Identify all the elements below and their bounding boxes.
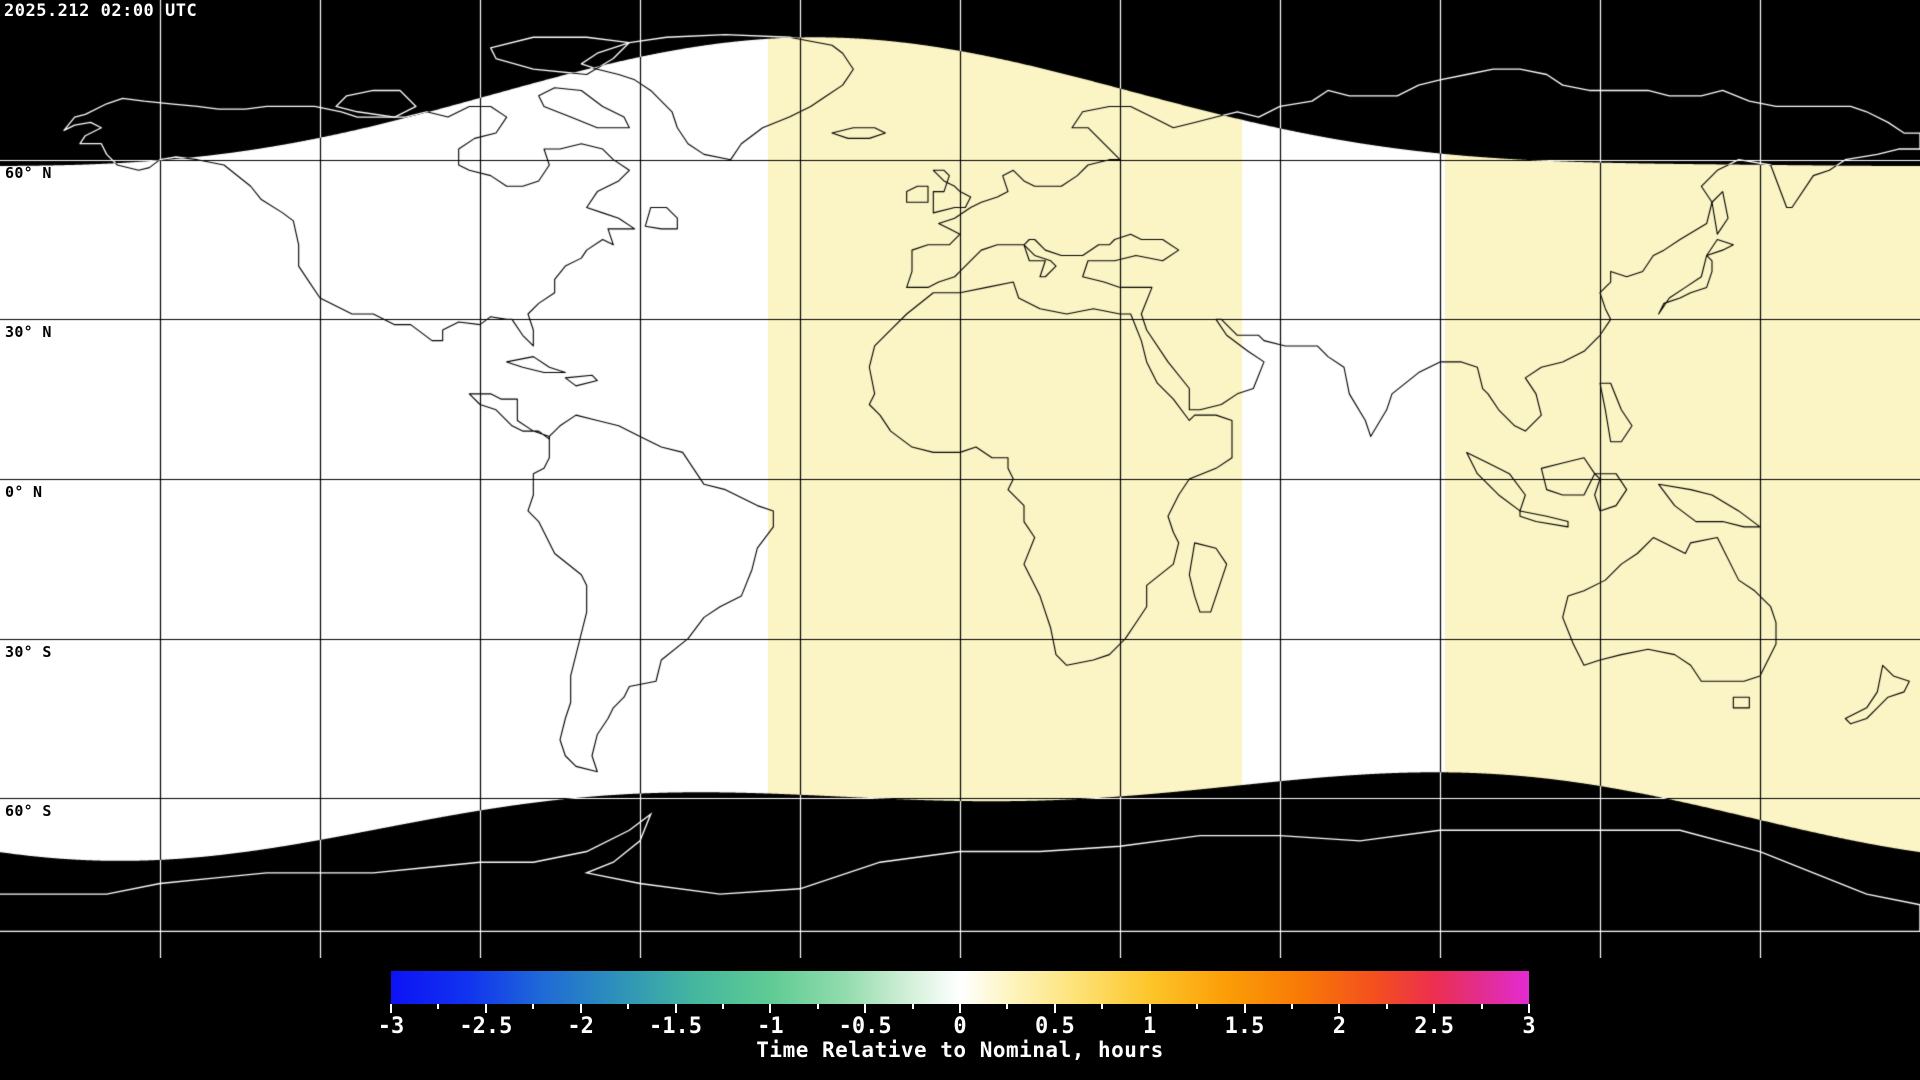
colorbar-tick-label: 2 [1332,1014,1346,1039]
world-map-canvas[interactable] [0,0,1920,958]
latitude-label-60s: 60° S [5,802,52,821]
timestamp-label: 2025.212 02:00 UTC [4,1,198,21]
colorbar-tick [1243,1004,1246,1013]
colorbar-tick [864,1004,867,1013]
colorbar-tick [1053,1004,1056,1013]
colorbar-tick-label: -0.5 [838,1014,892,1039]
colorbar-tick-label: -2 [567,1014,594,1039]
colorbar-tick-label: 1 [1143,1014,1157,1039]
colorbar-tick [959,1004,961,1013]
colorbar-minor-tick [532,1004,535,1009]
map-panel[interactable]: 2025.212 02:00 UTC 60° N 30° N 0° N 30° … [0,0,1920,958]
latitude-label-30n: 30° N [5,323,52,342]
colorbar-panel: -3 -2.5 -2 -1.5 -1 -0.5 0 0.5 1 1.5 2 2.5 3 [0,958,1920,1080]
colorbar-tick [484,1004,487,1013]
colorbar-minor-tick [1196,1004,1199,1009]
colorbar-tick [1433,1004,1436,1013]
colorbar-tick [1148,1004,1151,1013]
colorbar-tick-label: 3 [1522,1014,1536,1039]
colorbar-tick-label: 1.5 [1224,1014,1265,1039]
colorbar-minor-tick [627,1004,630,1009]
latitude-label-60n: 60° N [5,163,52,182]
colorbar-tick-label: -3 [377,1014,405,1039]
colorbar-tick-label: -1.5 [649,1014,702,1039]
colorbar-tick-label: 0 [953,1014,967,1039]
colorbar-tick [1338,1004,1341,1013]
colorbar-title: Time Relative to Nominal, hours [756,1038,1164,1062]
colorbar-minor-tick [437,1004,440,1009]
colorbar-minor-tick [816,1004,819,1009]
latitude-label-0n: 0° N [5,483,43,501]
colorbar-minor-tick [1385,1004,1388,1009]
colorbar-minor-tick [1101,1004,1104,1009]
latitude-label-30s: 30° S [5,642,52,661]
colorbar-ticks [390,1004,1530,1013]
colorbar-tick-label: 0.5 [1034,1014,1075,1039]
colorbar-tick [674,1004,677,1013]
colorbar-tick-label: 2.5 [1414,1014,1455,1039]
colorbar-tick [1528,1004,1530,1013]
colorbar-tick-label: -2.5 [459,1014,513,1039]
colorbar-tick-labels: -3 -2.5 -2 -1.5 -1 -0.5 0 0.5 1 1.5 2 2.5 3 [378,1014,1536,1040]
colorbar-minor-tick [911,1004,914,1009]
colorbar-minor-tick [1006,1004,1009,1009]
colorbar-tick [579,1004,582,1013]
colorbar-minor-tick [721,1004,724,1009]
colorbar-tick [390,1004,392,1013]
colorbar-tick-label: -1 [757,1014,784,1039]
colorbar-tick [769,1004,772,1013]
colorbar-gradient[interactable] [391,971,1529,1004]
colorbar-minor-tick [1480,1004,1483,1009]
colorbar-minor-tick [1290,1004,1293,1009]
